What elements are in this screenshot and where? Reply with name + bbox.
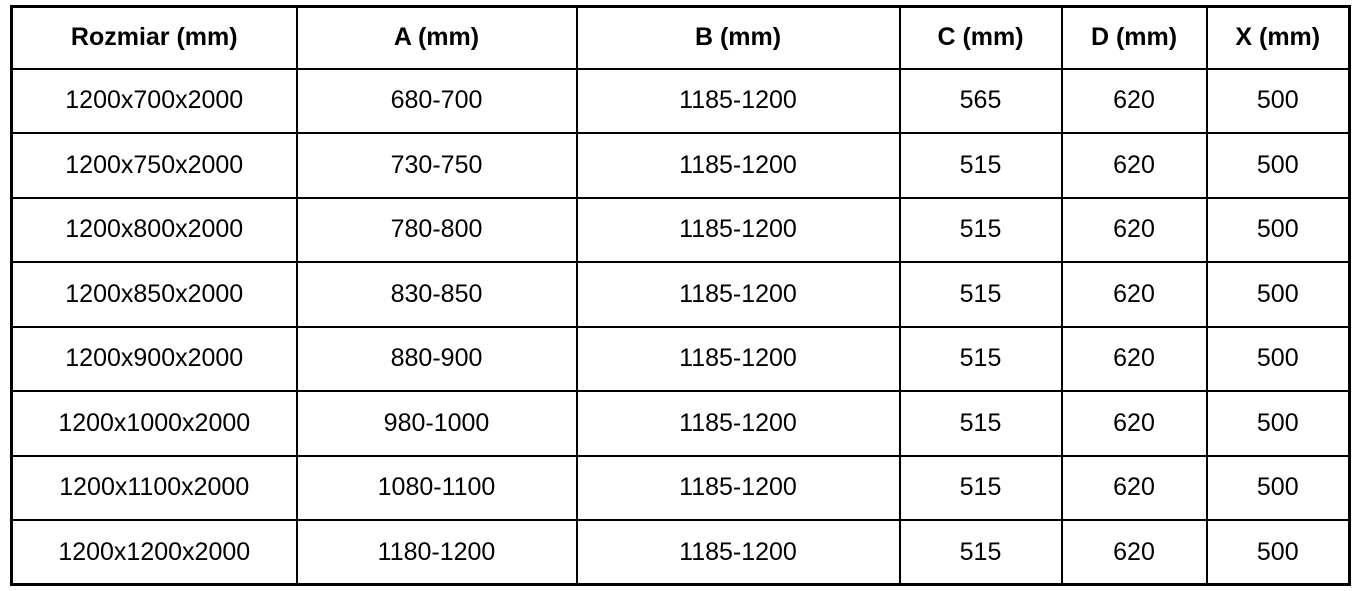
table-header-row: Rozmiar (mm) A (mm) B (mm) C (mm) D (mm) X (m… xyxy=(10,5,1351,70)
table-cell-x: 500 xyxy=(1205,325,1351,392)
table-cell-d: 620 xyxy=(1060,67,1208,134)
table-cell-rozmiar: 1200x700x2000 xyxy=(10,67,298,134)
table-cell-c: 515 xyxy=(898,132,1063,199)
table-cell-d: 620 xyxy=(1060,261,1208,328)
table-cell-c: 515 xyxy=(898,196,1063,263)
header-cell-d: D (mm) xyxy=(1060,5,1208,70)
table-cell-x: 500 xyxy=(1205,519,1351,586)
table-cell-x: 500 xyxy=(1205,196,1351,263)
table-row: 1200x1100x2000 1080-1100 1185-1200 515 620 50… xyxy=(10,454,1351,521)
table-cell-c: 565 xyxy=(898,67,1063,134)
table-cell-b: 1185-1200 xyxy=(575,325,901,392)
table-cell-d: 620 xyxy=(1060,519,1208,586)
table-cell-b: 1185-1200 xyxy=(575,132,901,199)
header-cell-b: B (mm) xyxy=(575,5,901,70)
table-cell-x: 500 xyxy=(1205,132,1351,199)
table-cell-b: 1185-1200 xyxy=(575,519,901,586)
table-row: 1200x1000x2000 980-1000 1185-1200 515 620 500 xyxy=(10,390,1351,457)
table-cell-d: 620 xyxy=(1060,390,1208,457)
table-cell-a: 680-700 xyxy=(295,67,578,134)
table-cell-rozmiar: 1200x1100x2000 xyxy=(10,454,298,521)
table-cell-d: 620 xyxy=(1060,454,1208,521)
table-row: 1200x800x2000 780-800 1185-1200 515 620 500 xyxy=(10,196,1351,263)
table-body: 1200x700x2000 680-700 1185-1200 565 620 500 12… xyxy=(10,67,1351,586)
table-cell-rozmiar: 1200x1000x2000 xyxy=(10,390,298,457)
table-cell-d: 620 xyxy=(1060,196,1208,263)
table-cell-c: 515 xyxy=(898,454,1063,521)
size-table: Rozmiar (mm) A (mm) B (mm) C (mm) D (mm) X (m… xyxy=(10,5,1351,586)
table-cell-b: 1185-1200 xyxy=(575,261,901,328)
table-cell-d: 620 xyxy=(1060,325,1208,392)
table-cell-b: 1185-1200 xyxy=(575,67,901,134)
table-row: 1200x700x2000 680-700 1185-1200 565 620 500 xyxy=(10,67,1351,134)
table-cell-d: 620 xyxy=(1060,132,1208,199)
table-cell-x: 500 xyxy=(1205,261,1351,328)
table-cell-rozmiar: 1200x750x2000 xyxy=(10,132,298,199)
table-cell-a: 880-900 xyxy=(295,325,578,392)
table-cell-x: 500 xyxy=(1205,454,1351,521)
header-cell-c: C (mm) xyxy=(898,5,1063,70)
table-cell-x: 500 xyxy=(1205,390,1351,457)
table-row: 1200x850x2000 830-850 1185-1200 515 620 500 xyxy=(10,261,1351,328)
table-cell-a: 730-750 xyxy=(295,132,578,199)
table-cell-b: 1185-1200 xyxy=(575,454,901,521)
header-cell-rozmiar: Rozmiar (mm) xyxy=(10,5,298,70)
table-cell-rozmiar: 1200x850x2000 xyxy=(10,261,298,328)
table-cell-x: 500 xyxy=(1205,67,1351,134)
table-cell-a: 1080-1100 xyxy=(295,454,578,521)
table-cell-rozmiar: 1200x900x2000 xyxy=(10,325,298,392)
table-cell-a: 1180-1200 xyxy=(295,519,578,586)
table-row: 1200x1200x2000 1180-1200 1185-1200 515 620 50… xyxy=(10,519,1351,586)
table-cell-b: 1185-1200 xyxy=(575,196,901,263)
table-cell-c: 515 xyxy=(898,519,1063,586)
table-cell-c: 515 xyxy=(898,325,1063,392)
table-row: 1200x750x2000 730-750 1185-1200 515 620 500 xyxy=(10,132,1351,199)
table-cell-a: 980-1000 xyxy=(295,390,578,457)
table-cell-b: 1185-1200 xyxy=(575,390,901,457)
table-cell-a: 780-800 xyxy=(295,196,578,263)
table-cell-rozmiar: 1200x1200x2000 xyxy=(10,519,298,586)
table-cell-c: 515 xyxy=(898,390,1063,457)
header-cell-x: X (mm) xyxy=(1205,5,1351,70)
header-cell-a: A (mm) xyxy=(295,5,578,70)
table-cell-rozmiar: 1200x800x2000 xyxy=(10,196,298,263)
table-cell-a: 830-850 xyxy=(295,261,578,328)
table-cell-c: 515 xyxy=(898,261,1063,328)
table-row: 1200x900x2000 880-900 1185-1200 515 620 500 xyxy=(10,325,1351,392)
